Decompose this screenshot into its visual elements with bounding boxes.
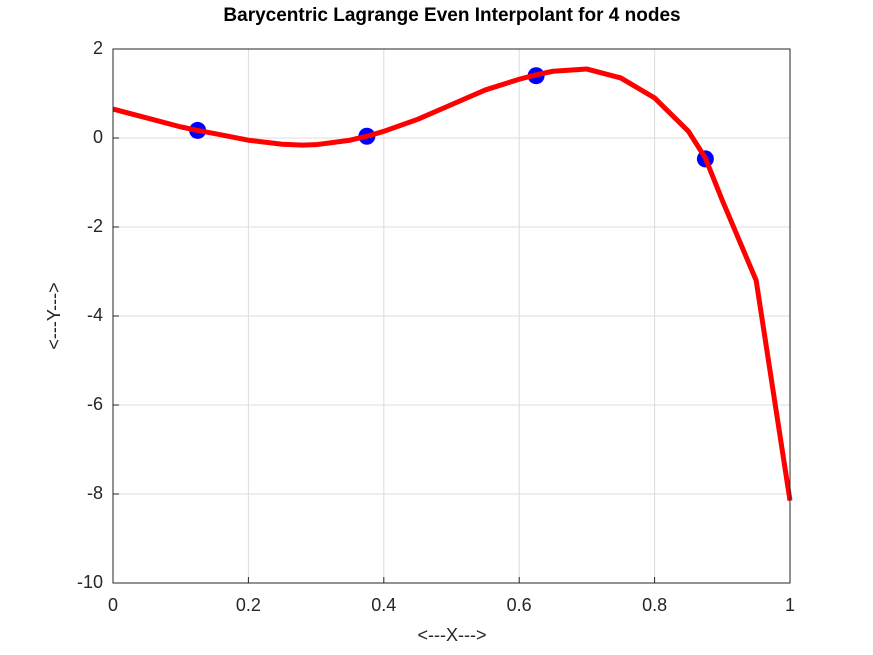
x-tick-label: 0.4 [371, 595, 396, 615]
y-tick-label: 0 [93, 127, 103, 147]
y-tick-label: -4 [87, 305, 103, 325]
y-tick-label: 2 [93, 38, 103, 58]
x-tick-label: 0.6 [507, 595, 532, 615]
interpolant-line [112, 66, 793, 502]
y-tick-label: -10 [77, 572, 103, 592]
ticks: 0 0.2 0.4 0.6 0.8 1 -10 -8 -6 -4 -2 0 2 [77, 38, 795, 615]
x-tick-label: 1 [785, 595, 795, 615]
x-tick-label: 0.8 [642, 595, 667, 615]
y-axis-label: <---Y---> [44, 282, 64, 349]
x-tick-label: 0.2 [236, 595, 261, 615]
plot-area [112, 66, 793, 502]
x-tick-label: 0 [108, 595, 118, 615]
x-axis-label: <---X---> [418, 625, 487, 645]
y-tick-label: -8 [87, 483, 103, 503]
chart-title: Barycentric Lagrange Even Interpolant fo… [223, 5, 680, 26]
y-tick-label: -2 [87, 216, 103, 236]
y-tick-label: -6 [87, 394, 103, 414]
